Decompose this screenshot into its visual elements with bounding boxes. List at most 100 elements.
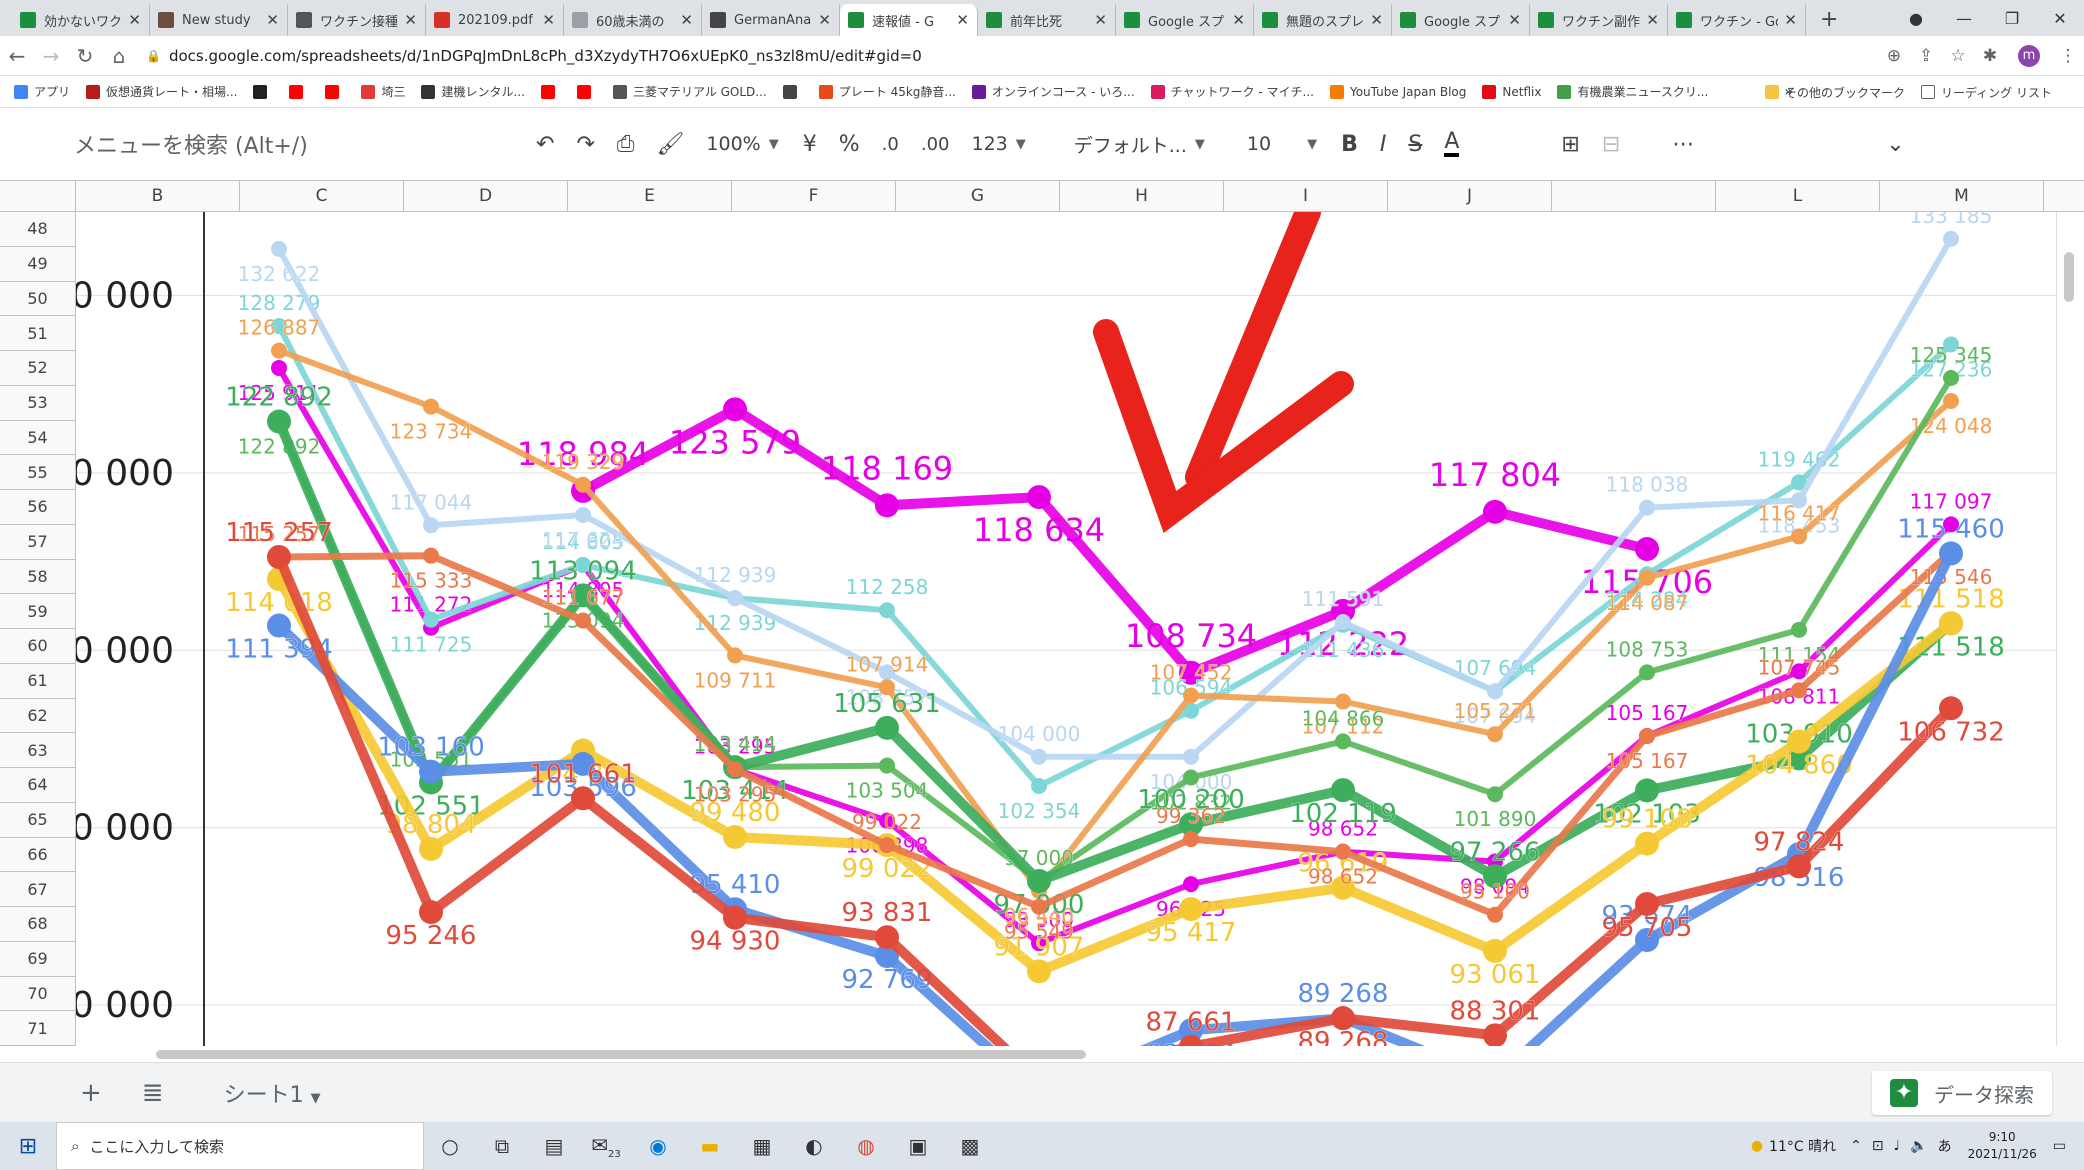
close-tab-icon[interactable]: ✕ bbox=[542, 11, 555, 29]
print-icon[interactable]: ⎙ bbox=[616, 131, 635, 157]
paint-format-icon[interactable]: 🖌 bbox=[656, 131, 685, 157]
bookmark-item[interactable] bbox=[289, 84, 309, 99]
zoom-icon[interactable]: ⊕ bbox=[1886, 45, 1902, 66]
column-header-cell[interactable]: H bbox=[1060, 181, 1224, 211]
scroll-thumb[interactable] bbox=[2064, 252, 2074, 302]
close-tab-icon[interactable]: ✕ bbox=[956, 11, 969, 29]
minimize-button[interactable]: — bbox=[1956, 8, 1972, 28]
more-options-icon[interactable]: ⋯ bbox=[1672, 131, 1695, 157]
column-header-cell[interactable]: L bbox=[1716, 181, 1880, 211]
redo-icon[interactable]: ↷ bbox=[576, 131, 595, 157]
reload-icon[interactable]: ↻ bbox=[76, 43, 94, 68]
scroll-thumb[interactable] bbox=[156, 1050, 1086, 1059]
app-icon[interactable]: ▣ bbox=[908, 1134, 928, 1158]
increase-decimal-button[interactable]: .00 bbox=[920, 133, 950, 155]
tray-chevron-icon[interactable]: ⌃ bbox=[1850, 1138, 1862, 1154]
row-header-cell[interactable]: 48 bbox=[0, 212, 75, 247]
other-bookmarks[interactable]: その他のブックマーク bbox=[1765, 84, 1905, 101]
app-icon[interactable]: ▩ bbox=[960, 1134, 980, 1158]
volume-icon[interactable]: 🔈 bbox=[1910, 1138, 1928, 1154]
new-tab-button[interactable]: + bbox=[1820, 7, 1839, 32]
bold-button[interactable]: B bbox=[1341, 131, 1358, 157]
add-sheet-icon[interactable]: + bbox=[80, 1077, 102, 1108]
merge-cells-icon[interactable]: ⊟ bbox=[1601, 131, 1621, 157]
text-color-button[interactable]: A bbox=[1444, 131, 1460, 157]
file-explorer-icon[interactable]: ▬ bbox=[700, 1134, 720, 1158]
browser-tab[interactable]: 無題のスプレ ✕ bbox=[1254, 4, 1392, 36]
browser-tab[interactable]: 前年比死 ✕ bbox=[978, 4, 1116, 36]
row-header-cell[interactable]: 66 bbox=[0, 838, 75, 873]
bookmark-item[interactable]: 建機レンタル... bbox=[421, 83, 525, 100]
row-header-cell[interactable]: 65 bbox=[0, 803, 75, 838]
bookmark-item[interactable] bbox=[782, 84, 803, 99]
browser-tab[interactable]: ワクチン副作 ✕ bbox=[1530, 4, 1668, 36]
row-header-cell[interactable]: 56 bbox=[0, 490, 75, 525]
browser-tab[interactable]: Google スプ ✕ bbox=[1392, 4, 1530, 36]
row-header-cell[interactable]: 57 bbox=[0, 525, 75, 560]
bookmark-item[interactable]: オンラインコース - いろ... bbox=[971, 83, 1135, 100]
bookmark-item[interactable]: アプリ bbox=[14, 83, 70, 100]
number-format-select[interactable]: 123 ▼ bbox=[971, 133, 1026, 155]
row-header-cell[interactable]: 63 bbox=[0, 733, 75, 768]
italic-button[interactable]: I bbox=[1379, 131, 1387, 157]
row-header-cell[interactable]: 64 bbox=[0, 768, 75, 803]
close-tab-icon[interactable]: ✕ bbox=[1646, 11, 1659, 29]
bookmark-item[interactable] bbox=[540, 84, 561, 99]
row-header-cell[interactable]: 62 bbox=[0, 699, 75, 734]
row-header-cell[interactable]: 60 bbox=[0, 629, 75, 664]
sheet-grid[interactable]: 130 000 120 000 110 000 100 000 90 000 118 98… bbox=[76, 212, 2056, 1046]
profile-avatar[interactable]: m bbox=[2018, 44, 2040, 67]
bookmark-item[interactable]: チャットワーク - マイチ... bbox=[1150, 83, 1314, 100]
column-header-cell[interactable]: D bbox=[404, 181, 568, 211]
row-header-cell[interactable]: 52 bbox=[0, 351, 75, 386]
font-size-select[interactable]: 10 ▼ bbox=[1246, 133, 1318, 155]
browser-tab[interactable]: Google スプ ✕ bbox=[1116, 4, 1254, 36]
home-icon[interactable]: ⌂ bbox=[112, 43, 126, 68]
close-tab-icon[interactable]: ✕ bbox=[128, 11, 141, 29]
bookmark-item[interactable] bbox=[253, 84, 273, 99]
mail-icon[interactable]: ✉23 bbox=[591, 1132, 621, 1160]
notification-icon[interactable]: ▭ bbox=[2052, 1138, 2066, 1154]
column-header-cell[interactable]: J bbox=[1388, 181, 1552, 211]
close-tab-icon[interactable]: ✕ bbox=[404, 11, 417, 29]
column-header-cell[interactable]: B bbox=[76, 181, 240, 211]
column-header-cell[interactable]: M bbox=[1880, 181, 2044, 211]
share-icon[interactable]: ⇪ bbox=[1918, 45, 1934, 66]
bookmark-item[interactable]: Netflix bbox=[1482, 84, 1541, 99]
close-tab-icon[interactable]: ✕ bbox=[1370, 11, 1383, 29]
row-header-cell[interactable]: 51 bbox=[0, 316, 75, 351]
bookmark-item[interactable]: 三菱マテリアル GOLD... bbox=[612, 83, 767, 100]
bookmarks-overflow[interactable]: » bbox=[1784, 83, 1793, 100]
decrease-decimal-button[interactable]: .0 bbox=[881, 133, 899, 155]
collapse-toolbar-icon[interactable]: ⌄ bbox=[1886, 131, 1905, 157]
font-select[interactable]: デフォルト... ▼ bbox=[1073, 134, 1205, 157]
ime-icon[interactable]: あ bbox=[1937, 1139, 1952, 1155]
column-header-cell[interactable]: C bbox=[240, 181, 404, 211]
bookmark-item[interactable] bbox=[325, 84, 345, 99]
task-view-icon[interactable]: ⧉ bbox=[494, 1134, 510, 1158]
sheet-tab[interactable]: シート1 ▼ bbox=[223, 1082, 321, 1108]
browser-tab[interactable]: 効かないワク ✕ bbox=[12, 4, 150, 36]
close-tab-icon[interactable]: ✕ bbox=[680, 11, 693, 29]
browser-tab[interactable]: 202109.pdf ✕ bbox=[426, 4, 564, 36]
edge-icon[interactable]: ◉ bbox=[649, 1134, 667, 1158]
percent-format-button[interactable]: % bbox=[838, 131, 860, 157]
row-header-cell[interactable]: 54 bbox=[0, 421, 75, 456]
taskbar-search[interactable]: ⌕ ここに入力して検索 bbox=[56, 1122, 424, 1170]
bookmark-item[interactable]: プレート 45kg静音... bbox=[818, 83, 956, 100]
horizontal-scrollbar[interactable] bbox=[76, 1046, 2056, 1062]
browser-tab[interactable]: 60歳未満の ✕ bbox=[564, 4, 702, 36]
weather-text[interactable]: 11°C 晴れ bbox=[1769, 1139, 1837, 1155]
forward-icon[interactable]: → bbox=[42, 43, 60, 68]
row-header-cell[interactable]: 61 bbox=[0, 664, 75, 699]
calculator-icon[interactable]: ▦ bbox=[752, 1134, 772, 1158]
column-header-cell[interactable]: G bbox=[896, 181, 1060, 211]
browser-tab[interactable]: New study ✕ bbox=[150, 4, 288, 36]
clock[interactable]: 9:10 2021/11/26 bbox=[1967, 1130, 2037, 1161]
app-icon[interactable]: ◐ bbox=[805, 1134, 823, 1158]
extensions-icon[interactable]: ✱ bbox=[1982, 45, 1998, 66]
browser-menu-icon[interactable]: ⋮ bbox=[2059, 45, 2077, 66]
all-sheets-icon[interactable]: ≣ bbox=[141, 1077, 164, 1108]
explore-button[interactable]: ✦ データ探索 bbox=[1872, 1071, 2052, 1115]
browser-tab[interactable]: 速報値 - G ✕ bbox=[840, 4, 978, 36]
